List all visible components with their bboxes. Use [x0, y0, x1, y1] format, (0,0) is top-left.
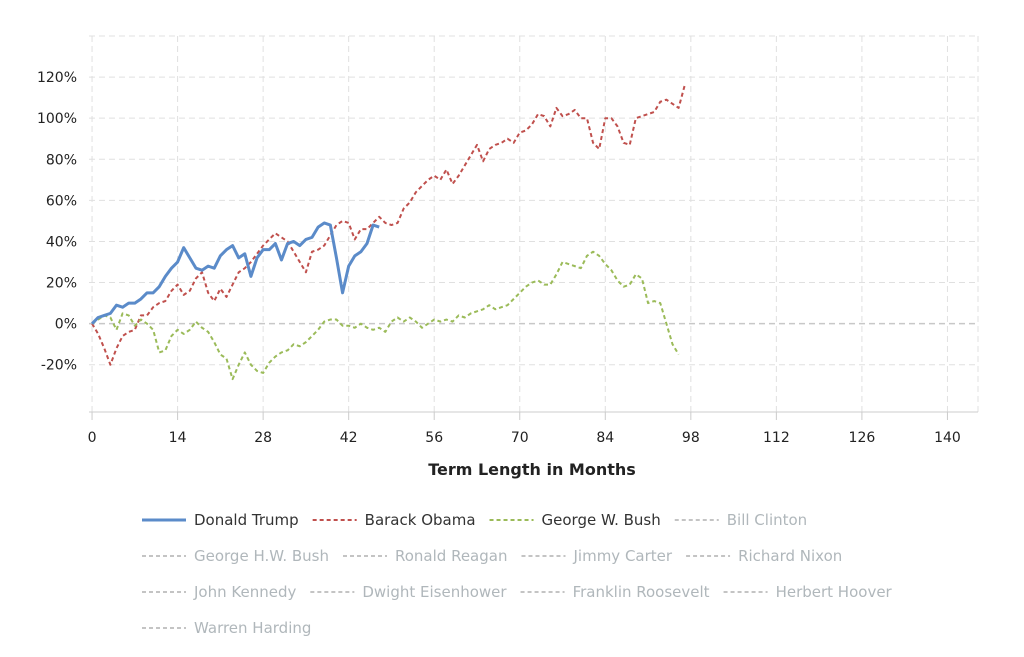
legend-item[interactable]: Warren Harding [142, 619, 311, 637]
y-tick-label: 80% [46, 152, 77, 168]
legend: Donald Trump Barack Obama George W. Bush Bi… [142, 511, 893, 637]
legend-item[interactable]: Franklin Roosevelt [520, 583, 710, 601]
series-lines [90, 85, 686, 381]
legend-item[interactable]: Bill Clinton [674, 511, 807, 529]
legend-label: Franklin Roosevelt [573, 583, 710, 601]
legend-label: Barack Obama [365, 511, 476, 529]
legend-label: Bill Clinton [727, 511, 807, 529]
x-tick-label: 56 [425, 430, 443, 446]
legend-label: George H.W. Bush [194, 547, 329, 565]
x-tick-label: 84 [596, 430, 614, 446]
legend-item[interactable]: George H.W. Bush [142, 547, 329, 565]
legend-item[interactable]: Ronald Reagan [343, 547, 507, 565]
legend-label: John Kennedy [193, 583, 296, 601]
x-tick-label: 98 [682, 430, 700, 446]
y-tick-label: 20% [46, 276, 77, 292]
legend-label: Richard Nixon [738, 547, 842, 565]
y-tick-label: 60% [46, 193, 77, 209]
legend-item[interactable]: Richard Nixon [686, 547, 842, 565]
x-tick-label: 14 [169, 430, 187, 446]
legend-label: Ronald Reagan [395, 547, 507, 565]
y-tick-label: 100% [37, 111, 77, 127]
legend-label: Dwight Eisenhower [362, 583, 507, 601]
legend-label: George W. Bush [542, 511, 661, 529]
legend-item[interactable]: Herbert Hoover [723, 583, 893, 601]
x-tick-label: 126 [849, 430, 876, 446]
y-tick-label: -20% [41, 358, 77, 374]
legend-label: Donald Trump [194, 511, 299, 529]
series-line-george-w-bush[interactable] [91, 250, 680, 381]
legend-label: Jimmy Carter [572, 547, 672, 565]
x-tick-label: 28 [254, 430, 272, 446]
legend-item[interactable]: Donald Trump [142, 511, 299, 529]
x-tick-label: 140 [934, 430, 961, 446]
legend-item[interactable]: George W. Bush [489, 511, 661, 529]
y-tick-label: 120% [37, 70, 77, 86]
x-axis-title: Term Length in Months [428, 460, 636, 479]
y-tick-label: 40% [46, 234, 77, 250]
x-tick-label: 42 [340, 430, 358, 446]
x-tick-label: 0 [88, 430, 97, 446]
legend-item[interactable]: Jimmy Carter [521, 547, 673, 565]
series-line-barack-obama[interactable] [91, 85, 686, 366]
legend-item[interactable]: Barack Obama [312, 511, 476, 529]
legend-label: Warren Harding [194, 619, 311, 637]
legend-item[interactable]: Dwight Eisenhower [310, 583, 507, 601]
axes: 0 14 28 42 56 70 84 98 112 126 140 -20% 0% 20% 40% 60% 8… [37, 70, 978, 446]
series-line-donald-trump[interactable] [90, 221, 380, 325]
legend-label: Herbert Hoover [776, 583, 893, 601]
x-tick-label: 70 [511, 430, 529, 446]
legend-item[interactable]: John Kennedy [142, 583, 296, 601]
x-tick-label: 112 [763, 430, 790, 446]
y-tick-label: 0% [55, 317, 77, 333]
